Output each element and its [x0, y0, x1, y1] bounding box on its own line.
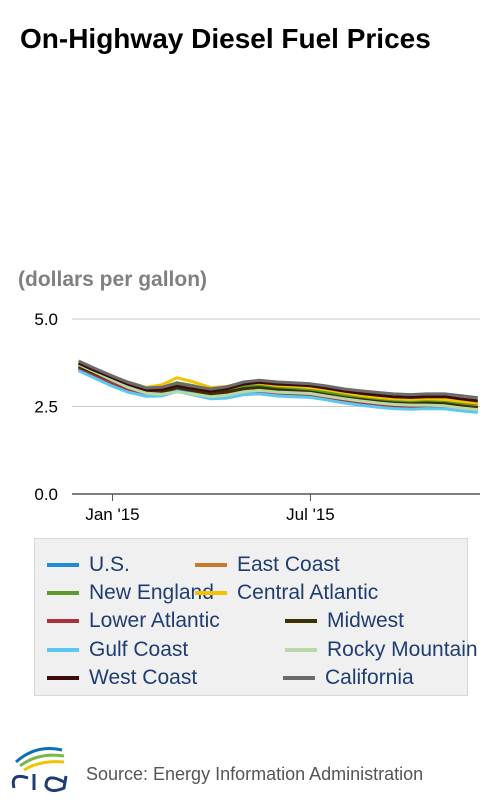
legend-label: Gulf Coast — [89, 637, 189, 661]
legend-swatch — [195, 591, 227, 596]
legend-item-east-coast: East Coast — [195, 551, 340, 579]
y-axis-label: (dollars per gallon) — [18, 268, 208, 291]
legend-item-west-coast: West Coast — [47, 664, 197, 692]
legend-swatch — [285, 619, 317, 624]
legend-swatch — [283, 675, 315, 680]
x-ticks: Jan '15 Jul '15 — [85, 494, 335, 524]
legend-label: U.S. — [89, 553, 130, 576]
legend-swatch — [47, 591, 79, 596]
series-line-rocky-mountain — [77, 363, 478, 412]
y-tick-label: 0.0 — [34, 485, 58, 504]
legend-label: New England — [89, 581, 214, 605]
legend-swatch — [47, 647, 79, 652]
legend-swatch — [285, 647, 317, 652]
legend-swatch — [47, 563, 79, 567]
legend: U.S. East Coast New England Central Atlanti… — [34, 538, 478, 696]
legend-label: Central Atlantic — [237, 581, 379, 605]
legend-item-midwest: Midwest — [285, 607, 404, 635]
legend-item-new-england: New England — [47, 579, 214, 607]
legend-item-california: California — [283, 664, 414, 692]
legend-item-lower-atlantic: Lower Atlantic — [47, 607, 220, 635]
legend-swatch — [195, 563, 227, 567]
legend-item-central-atlantic: Central Atlantic — [195, 579, 378, 607]
legend-label: California — [325, 665, 414, 689]
legend-label: Midwest — [327, 609, 405, 633]
y-tick-label: 5.0 — [34, 310, 58, 329]
legend-item-gulf-coast: Gulf Coast — [47, 636, 188, 664]
eia-logo — [11, 747, 68, 793]
y-tick-label: 2.5 — [34, 398, 58, 417]
series-line-california — [77, 359, 478, 400]
legend-swatch — [47, 675, 79, 680]
line-chart: 5.0 2.5 0.0 Jan '15 Jul '15 — [34, 310, 480, 524]
chart-title: On-Highway Diesel Fuel Prices — [20, 23, 431, 54]
series-line-west-coast — [77, 361, 478, 403]
x-tick-label: Jan '15 — [85, 505, 139, 524]
legend-item-u-s-: U.S. — [47, 551, 130, 579]
y-tick-labels: 5.0 2.5 0.0 — [34, 310, 58, 504]
x-tick-label: Jul '15 — [286, 505, 335, 524]
series-lines — [77, 359, 478, 414]
legend-item-rocky-mountain: Rocky Mountain — [285, 636, 478, 664]
legend-label: Rocky Mountain — [327, 637, 478, 661]
legend-label: Lower Atlantic — [89, 609, 220, 633]
series-line-gulf-coast — [77, 369, 478, 414]
legend-label: West Coast — [89, 665, 198, 689]
legend-swatch — [47, 619, 79, 624]
legend-label: East Coast — [237, 553, 340, 576]
source-note: Source: Energy Information Administratio… — [86, 764, 424, 784]
